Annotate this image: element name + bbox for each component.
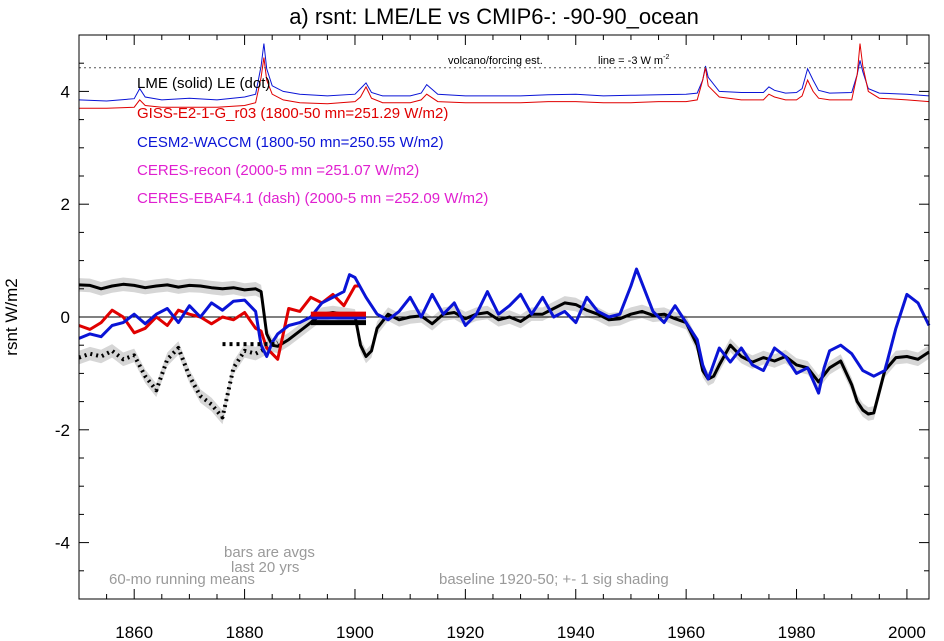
chart-title: a) rsnt: LME/LE vs CMIP6-: -90-90_ocean bbox=[289, 4, 699, 29]
series-line-lme-solid bbox=[78, 282, 930, 416]
series-lines-layer bbox=[78, 267, 931, 420]
x-tick-label-1880: 1880 bbox=[226, 623, 264, 641]
series-line-cesm2-waccm bbox=[78, 267, 931, 395]
volcano-label: volcano/forcing est. bbox=[448, 55, 543, 67]
x-tick-label-1900: 1900 bbox=[336, 623, 374, 641]
axes-layer: 1860 1880 1900 1920 1940 1960 1980 2000 -4 -2 0 2 4 bbox=[55, 34, 929, 641]
forcing-line-volcano-forcing-blue bbox=[78, 43, 930, 102]
x-tick-label-1860: 1860 bbox=[115, 623, 153, 641]
bars-note-line2: last 20 yrs bbox=[231, 559, 299, 576]
forcing-lines-layer bbox=[78, 43, 930, 109]
y-tick-label-4: 4 bbox=[61, 82, 70, 101]
x-tick-label-1920: 1920 bbox=[446, 623, 484, 641]
legend: LME (solid) LE (dot) GISS-E2-1-G_r03 (18… bbox=[137, 75, 488, 207]
volcano-line-label-text: line = -3 W m bbox=[598, 55, 663, 67]
x-tick-label-1940: 1940 bbox=[557, 623, 595, 641]
volcano-line-label: line = -3 W m-2 bbox=[598, 54, 669, 67]
y-tick-label-0: 0 bbox=[61, 308, 70, 327]
x-tick-label-2000: 2000 bbox=[888, 623, 926, 641]
running-mean-note: 60-mo running means bbox=[109, 571, 255, 588]
y-tick-label-neg4: -4 bbox=[55, 534, 70, 553]
series-line-giss-e2-1-g-r03 bbox=[78, 284, 361, 361]
series-line-le-dot bbox=[78, 340, 279, 420]
bars-note-line1: bars are avgs bbox=[224, 544, 315, 561]
x-tick-label-1960: 1960 bbox=[667, 623, 705, 641]
baseline-note: baseline 1920-50; +- 1 sig shading bbox=[439, 571, 669, 588]
legend-item-ceres-recon: CERES-recon (2000-5 mn =251.07 W/m2) bbox=[137, 162, 419, 179]
legend-item-cesm2: CESM2-WACCM (1800-50 mn=250.55 W/m2) bbox=[137, 134, 444, 151]
volcano-line-label-sup: -2 bbox=[663, 54, 669, 61]
average-bars-layer bbox=[222, 311, 367, 347]
legend-item-ceres-ebaf: CERES-EBAF4.1 (dash) (2000-5 mn =252.09 … bbox=[137, 190, 488, 207]
shading-lme-solid bbox=[79, 277, 929, 421]
legend-item-lme-le: LME (solid) LE (dot) bbox=[137, 75, 270, 92]
y-tick-label-neg2: -2 bbox=[55, 421, 70, 440]
x-tick-label-1980: 1980 bbox=[778, 623, 816, 641]
forcing-line-volcano-forcing-red bbox=[79, 43, 930, 109]
legend-item-giss: GISS-E2-1-G_r03 (1800-50 mn=251.29 W/m2) bbox=[137, 105, 448, 122]
y-axis-label: rsnt W/m2 bbox=[2, 278, 21, 355]
y-tick-label-2: 2 bbox=[61, 195, 70, 214]
uncertainty-shading-layer bbox=[79, 277, 929, 425]
